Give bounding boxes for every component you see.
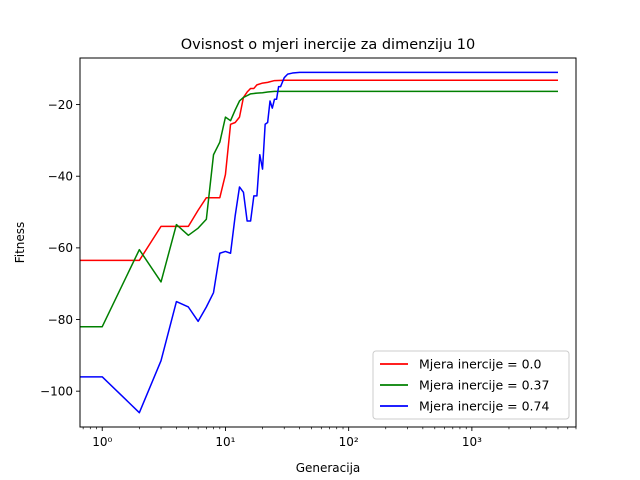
plot-layer <box>80 71 558 414</box>
series-line-2 <box>80 71 558 414</box>
x-tick-label: 10⁰ <box>92 435 112 449</box>
legend: Mjera inercije = 0.0 Mjera inercije = 0.3… <box>372 350 570 420</box>
x-axis-label: Generacija <box>296 461 361 475</box>
y-tick-label: −100 <box>40 384 73 398</box>
y-tick-label: −20 <box>48 98 73 112</box>
y-tick-label: −80 <box>48 313 73 327</box>
x-tick-label: 10² <box>339 435 359 449</box>
x-tick-label: 10³ <box>462 435 482 449</box>
legend-label: Mjera inercije = 0.37 <box>419 378 549 393</box>
plot-frame <box>79 57 577 428</box>
chart-title: Ovisnost o mjeri inercije za dimenziju 1… <box>181 37 475 53</box>
legend-label: Mjera inercije = 0.74 <box>419 399 549 414</box>
tick-layer: 10⁰ 10¹ 10² 10³ −100 −80 −60 −40 −20 <box>40 98 577 449</box>
legend-box <box>372 350 570 420</box>
y-tick-label: −40 <box>48 170 73 184</box>
y-axis-label: Fitness <box>13 222 27 264</box>
legend-label: Mjera inercije = 0.0 <box>419 357 542 372</box>
series-line-0 <box>80 79 558 262</box>
x-tick-label: 10¹ <box>215 435 235 449</box>
y-tick-label: −60 <box>48 241 73 255</box>
series-line-1 <box>80 90 558 328</box>
